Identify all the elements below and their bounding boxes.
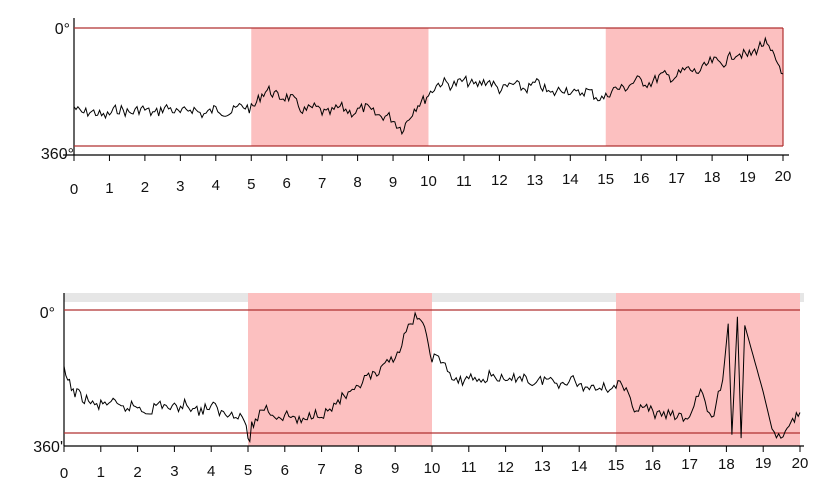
- x-tick-label-top-20: 20: [775, 168, 792, 185]
- x-tick-label-bottom-4: 4: [207, 463, 215, 480]
- bounds-top: [74, 27, 784, 147]
- y-bottom-label-0: 0°: [40, 305, 55, 322]
- x-tick-label-bottom-14: 14: [571, 458, 588, 475]
- x-tick-label-bottom-17: 17: [681, 456, 698, 473]
- x-tick-label-bottom-7: 7: [317, 461, 325, 478]
- bounds-bottom: [64, 309, 800, 434]
- x-ticks-bottom: [63, 446, 801, 452]
- x-tick-label-top-17: 17: [668, 170, 685, 187]
- x-tick-label-top-3: 3: [176, 178, 184, 195]
- shading-top: [251, 28, 783, 146]
- x-ticks-top: [73, 155, 784, 161]
- chart-top: 0 1 2 3 4 5 6 7 8 9 10 11 12 13 14 15 16 17 18 19 20 0° 360°: [41, 18, 791, 198]
- x-tick-label-top-19: 19: [739, 169, 756, 186]
- x-tick-label-top-2: 2: [141, 179, 149, 196]
- x-tick-label-top-18: 18: [704, 169, 721, 186]
- x-tick-label-top-14: 14: [562, 171, 579, 188]
- x-tick-label-top-13: 13: [527, 172, 544, 189]
- x-tick-label-top-8: 8: [353, 174, 361, 191]
- x-tick-label-bottom-9: 9: [391, 460, 399, 477]
- series-top: [73, 36, 784, 136]
- chart-bottom: 0 1 2 3 4 5 6 7 8 9 10 11 12 13 14 15 16 17 18 19 20 0° 360': [33, 293, 808, 482]
- x-tick-label-top-12: 12: [491, 172, 508, 189]
- x-tick-label-bottom-1: 1: [97, 464, 105, 481]
- x-tick-label-bottom-19: 19: [755, 455, 772, 472]
- series-line-bottom-1: [63, 311, 801, 444]
- x-tick-label-top-11: 11: [456, 173, 472, 190]
- x-tick-label-bottom-20: 20: [792, 455, 809, 472]
- x-tick-label-bottom-5: 5: [244, 462, 252, 479]
- x-tick-label-top-16: 16: [633, 170, 650, 187]
- shaded-interval-1: [251, 28, 429, 146]
- shading-bottom: [248, 293, 800, 446]
- x-tick-label-bottom-12: 12: [497, 459, 514, 476]
- y-top-label-0: 0°: [55, 21, 70, 38]
- x-tick-label-bottom-0: 0: [60, 465, 68, 482]
- x-tick-labels-bottom: 0 1 2 3 4 5 6 7 8 9 10 11 12 13 14 15 16 17 18 19 20: [60, 455, 809, 482]
- x-tick-label-top-15: 15: [597, 171, 614, 188]
- x-tick-label-top-9: 9: [389, 174, 397, 191]
- shaded-interval-2: [605, 28, 783, 146]
- x-tick-labels-top: 0 1 2 3 4 5 6 7 8 9 10 11 12 13 14 15 16 17 18 19 20: [70, 168, 792, 198]
- x-tick-label-bottom-13: 13: [534, 458, 551, 475]
- x-tick-label-top-0: 0: [70, 181, 78, 198]
- shaded-interval-2: [616, 293, 800, 446]
- x-tick-label-top-6: 6: [283, 175, 291, 192]
- x-tick-label-top-10: 10: [420, 173, 437, 190]
- x-tick-label-bottom-2: 2: [133, 464, 141, 481]
- series-line-top-1: [73, 36, 784, 136]
- y-top-label-360: 360°: [41, 146, 74, 163]
- y-bottom-label-360: 360': [33, 439, 63, 456]
- plot-top-band-bottom: [64, 293, 804, 302]
- x-tick-label-top-7: 7: [318, 175, 326, 192]
- x-tick-label-top-1: 1: [105, 180, 113, 197]
- x-tick-label-bottom-16: 16: [644, 457, 661, 474]
- x-tick-label-bottom-15: 15: [608, 457, 625, 474]
- x-tick-label-bottom-10: 10: [424, 460, 441, 477]
- x-tick-label-bottom-6: 6: [281, 462, 289, 479]
- x-tick-label-top-5: 5: [247, 176, 255, 193]
- x-tick-label-bottom-8: 8: [354, 461, 362, 478]
- x-tick-label-bottom-18: 18: [718, 456, 735, 473]
- shaded-interval-1: [248, 293, 432, 446]
- x-tick-label-bottom-11: 11: [461, 459, 477, 476]
- series-bottom: [63, 311, 801, 444]
- x-tick-label-bottom-3: 3: [170, 463, 178, 480]
- x-tick-label-top-4: 4: [212, 177, 220, 194]
